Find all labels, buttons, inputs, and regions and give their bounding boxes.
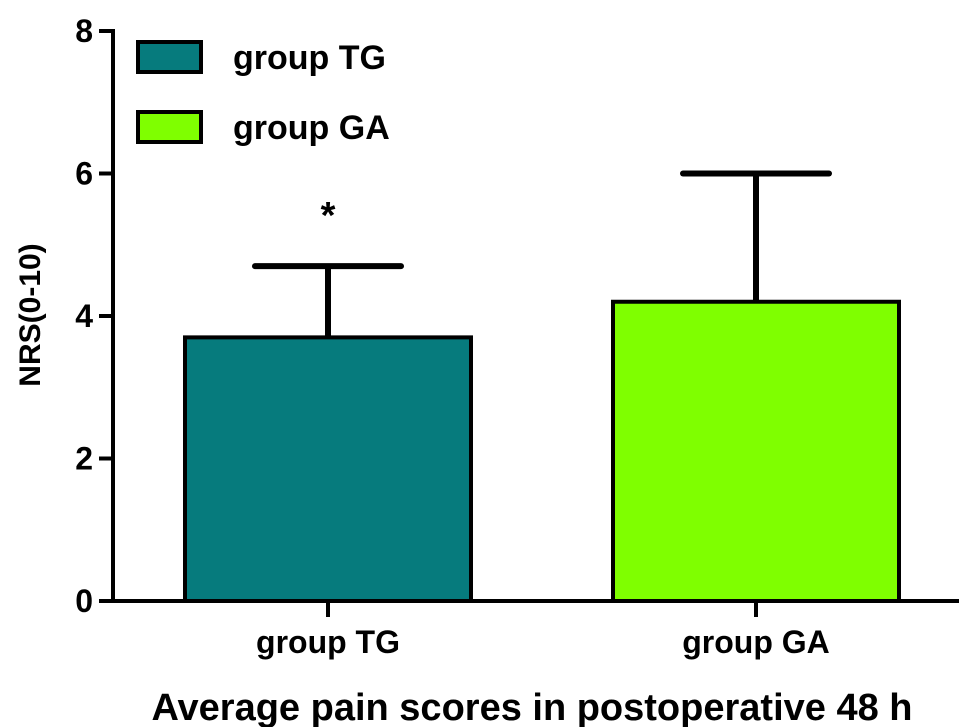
x-axis-label: Average pain scores in postoperative 48 … bbox=[152, 687, 913, 727]
legend-swatch bbox=[136, 40, 203, 74]
chart-legend: group TG group GA bbox=[136, 39, 390, 147]
y-axis-label: NRS(0-10) bbox=[14, 243, 47, 386]
y-tick-label: 2 bbox=[75, 441, 93, 477]
y-tick-label: 6 bbox=[75, 156, 93, 192]
y-tick-label: 0 bbox=[75, 583, 93, 619]
y-tick-label: 4 bbox=[75, 298, 93, 334]
x-tick-label: group GA bbox=[682, 624, 830, 660]
bar bbox=[183, 335, 473, 603]
legend-label: group GA bbox=[233, 109, 390, 147]
bar bbox=[611, 299, 901, 603]
chart-bars: * bbox=[183, 170, 901, 603]
y-tick-label: 8 bbox=[75, 13, 93, 49]
legend-label: group TG bbox=[233, 39, 386, 77]
legend-swatch bbox=[136, 110, 203, 144]
significance-marker: * bbox=[321, 195, 336, 237]
x-tick-label: group TG bbox=[256, 624, 400, 660]
